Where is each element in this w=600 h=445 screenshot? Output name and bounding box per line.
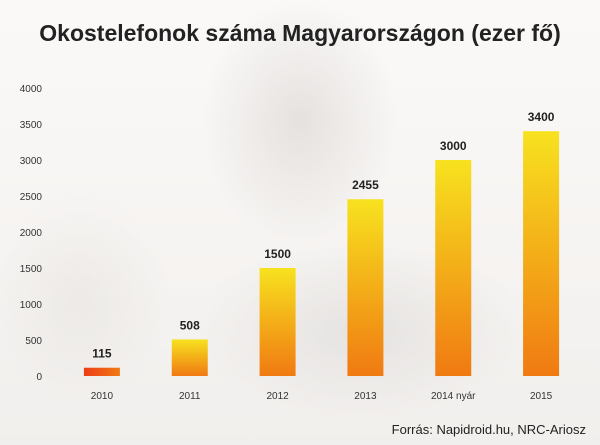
y-tick-label-6: 3000: [20, 156, 43, 167]
data-label-0: 115: [92, 347, 112, 361]
bar-0: [83, 367, 120, 376]
y-tick-label-4: 2000: [20, 228, 43, 239]
data-label-5: 3400: [528, 110, 555, 124]
x-category-label-1: 2011: [179, 391, 201, 402]
y-tick-label-2: 1000: [20, 300, 43, 311]
x-category-label-5: 2015: [530, 391, 553, 402]
y-tick-label-1: 500: [25, 336, 42, 347]
bar-1: [171, 339, 208, 376]
data-label-1: 508: [180, 318, 200, 332]
bar-2: [259, 268, 296, 376]
x-category-label-4: 2014 nyár: [431, 391, 476, 402]
bar-3: [347, 199, 384, 376]
x-category-label-3: 2013: [354, 391, 377, 402]
bar-4: [435, 160, 472, 376]
data-label-3: 2455: [352, 178, 379, 192]
x-category-label-2: 2012: [266, 391, 289, 402]
bar-5: [523, 131, 560, 376]
y-tick-label-8: 4000: [20, 84, 43, 95]
data-label-2: 1500: [264, 247, 291, 261]
y-tick-label-5: 2500: [20, 192, 43, 203]
y-tick-label-7: 3500: [20, 120, 43, 131]
source-note: Forrás: Napidroid.hu, NRC-Ariosz: [391, 422, 586, 437]
data-label-4: 3000: [440, 139, 467, 153]
y-tick-label-0: 0: [36, 372, 42, 383]
chart-title: Okostelefonok száma Magyarországon (ezer…: [39, 20, 561, 46]
y-tick-label-3: 1500: [20, 264, 43, 275]
x-category-label-0: 2010: [91, 391, 114, 402]
